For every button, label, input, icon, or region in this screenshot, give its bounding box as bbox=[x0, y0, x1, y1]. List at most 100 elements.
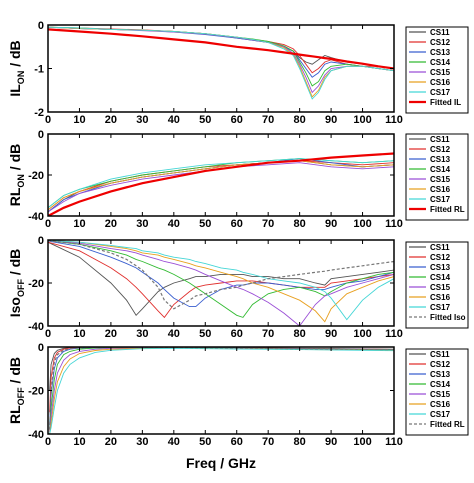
x-tick-label: 40 bbox=[168, 114, 180, 126]
x-tick-label: 0 bbox=[45, 114, 51, 126]
legend-label: CS17 bbox=[430, 410, 451, 419]
legend-label: CS13 bbox=[430, 155, 451, 164]
y-axis-label: IsoOFF / dB bbox=[7, 249, 26, 318]
x-tick-label: 80 bbox=[294, 328, 306, 340]
legend-label: CS12 bbox=[430, 253, 451, 262]
series-line-cs11 bbox=[49, 347, 394, 391]
y-tick-label: 0 bbox=[38, 342, 44, 354]
legend-label: CS15 bbox=[430, 68, 451, 77]
legend-label: CS14 bbox=[430, 165, 451, 174]
x-tick-label: 60 bbox=[231, 328, 243, 340]
x-tick-label: 100 bbox=[353, 328, 371, 340]
x-tick-label: 50 bbox=[199, 436, 211, 448]
legend-label: CS15 bbox=[430, 283, 451, 292]
legend-label: CS13 bbox=[430, 370, 451, 379]
legend-label: CS12 bbox=[430, 38, 451, 47]
x-axis-label: Freq / GHz bbox=[186, 455, 256, 471]
x-tick-label: 10 bbox=[73, 218, 85, 230]
x-tick-label: 20 bbox=[105, 436, 117, 448]
x-tick-label: 90 bbox=[325, 114, 337, 126]
plot-frame bbox=[47, 133, 395, 217]
x-tick-label: 70 bbox=[262, 328, 274, 340]
chart-panel-1: 0 10 20 30 40 50 60 70 80 90 100 110 0 -1 -2 ILON / dB C… bbox=[7, 20, 469, 126]
y-tick-label: -20 bbox=[28, 170, 44, 182]
y-axis-label: RLOFF / dB bbox=[7, 357, 26, 424]
x-tick-label: 60 bbox=[231, 114, 243, 126]
x-tick-label: 20 bbox=[105, 114, 117, 126]
series-line-cs15 bbox=[48, 240, 394, 326]
x-tick-label: 30 bbox=[136, 328, 148, 340]
y-axis-label: ILON / dB bbox=[7, 40, 26, 96]
y-tick-label: -20 bbox=[28, 278, 44, 290]
series-line-cs13 bbox=[48, 240, 394, 308]
x-tick-label: 90 bbox=[325, 436, 337, 448]
legend-box bbox=[405, 26, 469, 114]
x-tick-label: 70 bbox=[262, 218, 274, 230]
x-tick-label: 100 bbox=[353, 436, 371, 448]
legend-label: CS11 bbox=[430, 350, 450, 359]
legend-label: CS16 bbox=[430, 293, 451, 302]
x-tick-label: 80 bbox=[294, 114, 306, 126]
legend-label: CS11 bbox=[430, 135, 450, 144]
legend-label: Fitted RL bbox=[430, 420, 465, 429]
legend-label: CS14 bbox=[430, 58, 451, 67]
legend-label: Fitted IL bbox=[430, 98, 461, 107]
y-tick-label: -20 bbox=[28, 386, 44, 398]
series-line-cs13 bbox=[49, 347, 394, 426]
y-tick-label: -40 bbox=[28, 321, 44, 333]
x-tick-label: 110 bbox=[385, 436, 403, 448]
x-tick-label: 10 bbox=[73, 436, 85, 448]
legend-label: CS12 bbox=[430, 145, 451, 154]
x-tick-label: 0 bbox=[45, 218, 51, 230]
x-tick-label: 100 bbox=[353, 114, 371, 126]
legend-label: CS11 bbox=[430, 28, 450, 37]
legend-label: Fitted RL bbox=[430, 205, 465, 214]
x-tick-label: 20 bbox=[105, 328, 117, 340]
x-tick-label: 70 bbox=[262, 436, 274, 448]
legend-label: CS12 bbox=[430, 360, 451, 369]
legend-box bbox=[405, 133, 469, 221]
series-line-fitted-rl bbox=[49, 347, 394, 430]
series-line-cs14 bbox=[49, 347, 394, 430]
legend-label: CS11 bbox=[430, 243, 450, 252]
x-tick-label: 100 bbox=[353, 218, 371, 230]
series-line-fitted-rl bbox=[48, 152, 394, 216]
series-line-cs17 bbox=[48, 158, 394, 209]
legend-label: CS15 bbox=[430, 175, 451, 184]
plot-frame bbox=[47, 346, 395, 435]
x-tick-label: 50 bbox=[199, 218, 211, 230]
x-tick-label: 10 bbox=[73, 328, 85, 340]
y-axis-label: RLON / dB bbox=[7, 144, 26, 207]
x-tick-label: 80 bbox=[294, 436, 306, 448]
y-tick-label: 0 bbox=[38, 129, 44, 141]
legend-label: CS16 bbox=[430, 185, 451, 194]
series-line-cs15 bbox=[49, 347, 394, 432]
series-line-cs17 bbox=[48, 240, 394, 321]
series-line-cs12 bbox=[48, 26, 394, 74]
x-tick-label: 40 bbox=[168, 218, 180, 230]
x-tick-label: 80 bbox=[294, 218, 306, 230]
x-tick-label: 110 bbox=[385, 218, 403, 230]
x-tick-label: 50 bbox=[199, 114, 211, 126]
legend-label: CS17 bbox=[430, 303, 451, 312]
series-line-cs14 bbox=[48, 240, 394, 318]
x-tick-label: 0 bbox=[45, 328, 51, 340]
plot-frame bbox=[47, 24, 395, 113]
y-tick-label: 0 bbox=[38, 235, 44, 247]
series-line-cs17 bbox=[48, 26, 394, 100]
series-line-cs15 bbox=[48, 162, 394, 213]
series-line-cs12 bbox=[48, 241, 394, 319]
series-line-fitted-il bbox=[48, 28, 394, 70]
y-tick-label: 0 bbox=[38, 20, 44, 32]
x-tick-label: 30 bbox=[136, 114, 148, 126]
x-tick-label: 70 bbox=[262, 114, 274, 126]
legend-label: CS16 bbox=[430, 78, 451, 87]
legend-label: Fitted Iso bbox=[430, 313, 466, 322]
x-tick-label: 60 bbox=[231, 436, 243, 448]
series-line-cs13 bbox=[48, 26, 394, 78]
x-tick-label: 110 bbox=[385, 328, 403, 340]
x-tick-label: 0 bbox=[45, 436, 51, 448]
